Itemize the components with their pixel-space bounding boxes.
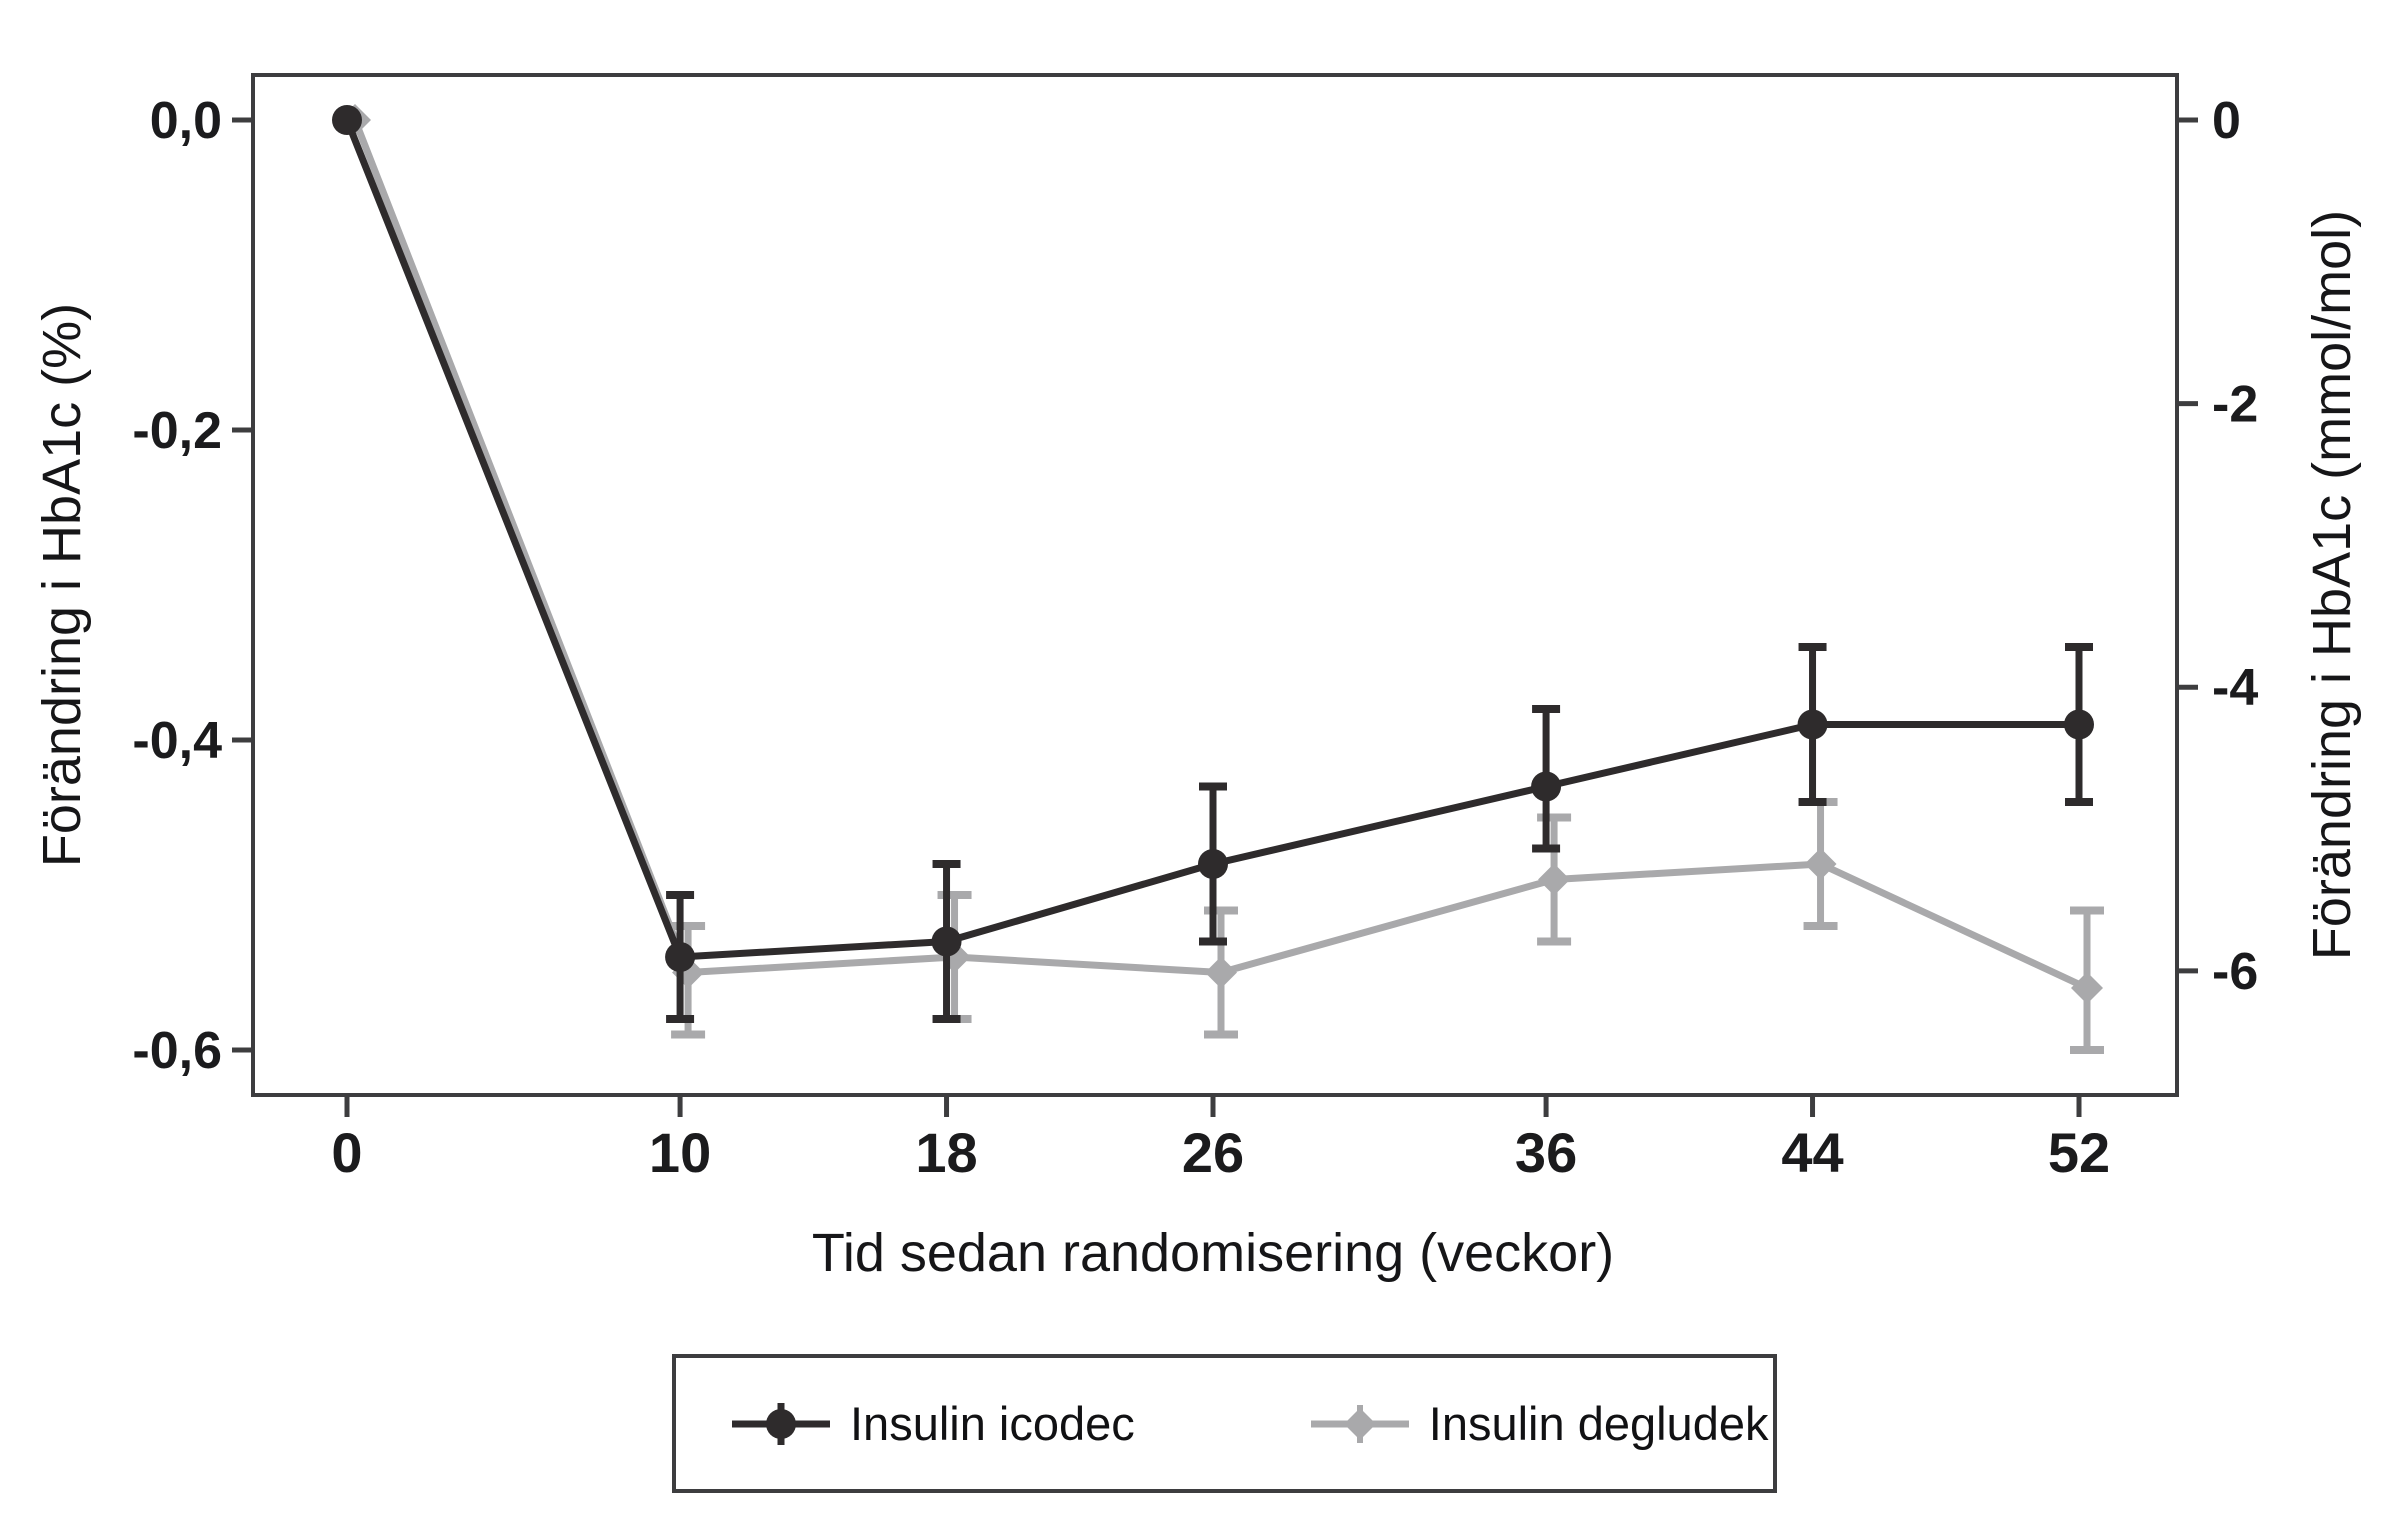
y-tick-label-left: -0,2 <box>132 402 222 460</box>
x-tick-label: 0 <box>331 1121 362 1184</box>
y-axis-title-right: Förändring i HbA1c (mmol/mol) <box>2302 209 2362 961</box>
x-axis-title: Tid sedan randomisering (veckor) <box>811 1223 1615 1283</box>
x-tick-label: 26 <box>1182 1121 1244 1184</box>
data-point-degludek <box>1804 848 1837 880</box>
legend-marker-icodec-icon <box>732 1402 830 1445</box>
legend-item-icodec: Insulin icodec <box>726 1392 1135 1456</box>
y-tick-label-left: -0,6 <box>132 1022 222 1080</box>
legend-label-degludek: Insulin degludek <box>1428 1397 1769 1450</box>
y-axis-title-left: Förändring i HbA1c (%) <box>32 302 92 868</box>
y-tick-label-right: -6 <box>2212 943 2258 1001</box>
x-tick-label: 18 <box>915 1121 977 1184</box>
y-tick-label-right: 0 <box>2212 92 2241 150</box>
data-point-degludek <box>1538 863 1571 896</box>
y-tick-label-left: -0,4 <box>132 712 222 770</box>
y-tick-label-left: 0,0 <box>150 92 222 150</box>
data-point-icodec <box>665 942 696 972</box>
data-point-icodec <box>1198 849 1228 879</box>
y-tick-label-right: -2 <box>2212 376 2258 434</box>
x-tick-label: 36 <box>1515 1121 1577 1184</box>
y-tick-label-right: -4 <box>2212 659 2258 717</box>
data-point-icodec <box>2064 709 2094 740</box>
data-point-degludek <box>2071 972 2103 1004</box>
x-tick-label: 52 <box>2048 1121 2110 1184</box>
data-point-icodec <box>931 926 962 957</box>
data-point-icodec <box>1797 709 1828 740</box>
data-point-icodec <box>1531 771 1562 802</box>
legend-box: Insulin icodec Insulin degludek <box>672 1354 1777 1493</box>
data-point-icodec <box>332 105 362 135</box>
legend-item-degludek: Insulin degludek <box>1305 1392 1769 1456</box>
x-tick-label: 10 <box>649 1121 711 1184</box>
data-point-degludek <box>1205 956 1237 989</box>
x-tick-label: 44 <box>1781 1121 1843 1184</box>
legend-marker-degludek-icon <box>1310 1404 1409 1443</box>
legend-label-icodec: Insulin icodec <box>850 1397 1135 1450</box>
